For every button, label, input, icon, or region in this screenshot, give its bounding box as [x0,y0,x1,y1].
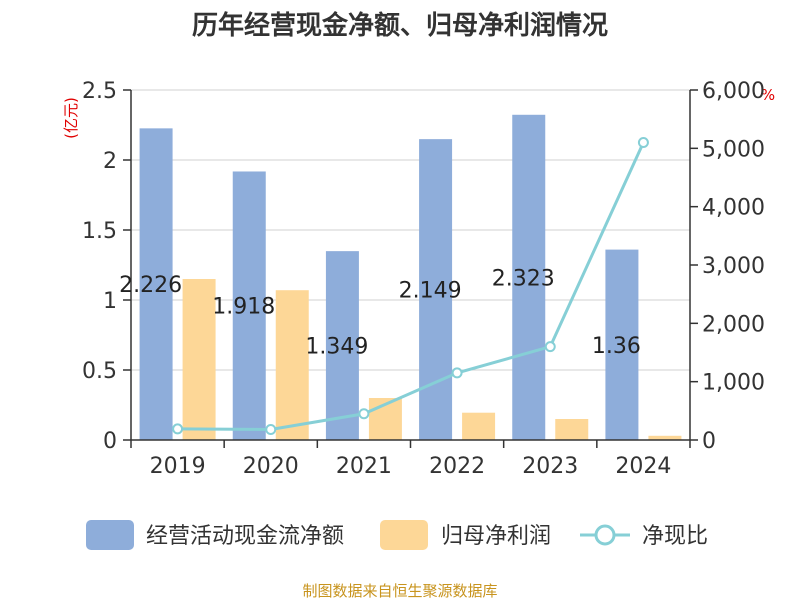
legend-label-ratio: 净现比 [642,524,708,549]
right-axis-ticks: 0 1,000 2,000 3,000 4,000 5,000 6,000 [690,79,765,454]
bar-netprofit-2023 [555,419,589,440]
source-note: 制图数据来自恒生聚源数据库 [302,582,497,600]
ratio-point-2021 [358,408,370,420]
left-tick-label: 0 [103,429,117,454]
bar-cashflow-2019 [139,128,173,441]
data-label-2024: 1.36 [592,334,641,359]
bar-netprofit-2020 [275,290,309,440]
legend-marker-ratio [594,524,616,546]
gridlines [131,89,690,371]
right-axis-unit: % [761,86,775,104]
data-label-2020: 1.918 [212,295,275,320]
bar-cashflow-2024 [605,249,639,440]
right-tick-label: 3,000 [702,254,765,279]
right-tick-label: 5,000 [702,137,765,162]
ratio-point-2019 [172,423,184,435]
data-label-2023: 2.323 [492,266,555,291]
right-tick-label: 1,000 [702,371,765,396]
right-tick-label: 6,000 [702,79,765,104]
ratio-point-2024 [637,137,649,148]
ratio-line [172,137,649,435]
x-tick-label: 2020 [243,454,299,479]
bar-netprofit-2022 [462,412,496,440]
left-axis-unit: (亿元) [62,97,80,139]
bar-cashflow-2020 [232,171,266,441]
left-tick-label: 2 [103,149,117,174]
data-labels: 2.226 1.918 1.349 2.149 2.323 1.36 [119,266,641,359]
x-tick-label: 2021 [336,454,392,479]
right-tick-label: 2,000 [702,312,765,337]
legend-label-cashflow: 经营活动现金流净额 [146,524,344,549]
ratio-point-2023 [544,341,556,353]
bar-netprofit-2024 [648,435,682,440]
ratio-line-path [177,141,645,432]
x-tick-label: 2024 [615,454,671,479]
right-tick-label: 4,000 [702,196,765,221]
left-axis-ticks: 0 0.5 1 1.5 2 2.5 [82,79,131,454]
legend-label-netprofit: 归母净利润 [441,524,551,549]
left-tick-label: 2.5 [82,79,117,104]
legend: 经营活动现金流净额 归母净利润 净现比 [86,520,708,550]
x-tick-label: 2023 [522,454,578,479]
legend-swatch-cashflow [86,520,134,550]
x-tick-label: 2022 [429,454,485,479]
data-label-2022: 2.149 [399,279,462,304]
legend-swatch-netprofit [380,520,428,550]
left-tick-label: 1.5 [82,219,117,244]
x-tick-label: 2019 [150,454,206,479]
data-label-2021: 1.349 [305,335,368,360]
left-tick-label: 0.5 [82,359,117,384]
x-axis-ticks: 2019 2020 2021 2022 2023 2024 [130,440,691,479]
bar-cashflow-2023 [512,114,546,440]
bars [139,114,682,441]
bar-netprofit-2019 [182,279,216,440]
bar-cashflow-2021 [325,251,359,440]
chart-title: 历年经营现金净额、归母净利润情况 [192,10,608,41]
bar-cashflow-2022 [419,139,453,440]
data-label-2019: 2.226 [119,273,182,298]
ratio-point-2020 [265,424,277,435]
ratio-point-2022 [451,367,463,379]
right-tick-label: 0 [702,429,716,454]
left-tick-label: 1 [103,289,117,314]
